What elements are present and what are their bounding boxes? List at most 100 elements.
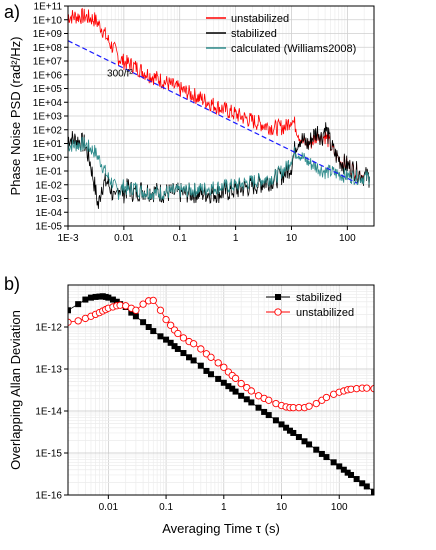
point-unstabilized <box>139 300 147 308</box>
point-stabilized <box>171 343 178 350</box>
x-tick-label-b: 0.01 <box>99 502 119 513</box>
point-stabilized <box>75 301 82 308</box>
legend-label-stabilized: stabilized <box>231 28 277 40</box>
point-unstabilized <box>149 296 157 305</box>
point-stabilized <box>348 471 355 478</box>
point-unstabilized <box>363 384 371 392</box>
y-tick-label-a: 1E-04 <box>35 208 62 219</box>
point-unstabilized <box>305 402 313 410</box>
point-stabilized <box>295 434 302 441</box>
point-unstabilized <box>322 393 331 402</box>
y-tick-label-a: 1E+01 <box>33 139 63 150</box>
panel-label-a: a) <box>4 2 21 22</box>
point-stabilized <box>87 294 94 301</box>
y-tick-label-a: 1E+00 <box>33 153 63 164</box>
point-unstabilized <box>166 321 175 329</box>
point-unstabilized <box>74 317 82 325</box>
legend-label-unstabilized: unstabilized <box>296 307 354 319</box>
point-stabilized <box>109 296 116 303</box>
x-tick-label-a: 100 <box>339 233 356 244</box>
point-stabilized <box>174 345 181 352</box>
y-tick-label-a: 1E+03 <box>33 112 63 123</box>
point-stabilized <box>113 298 120 305</box>
annotation-300-over-f2: 300/f² <box>107 69 133 80</box>
point-stabilized <box>363 483 370 490</box>
point-stabilized <box>197 362 204 369</box>
y-tick-label-a: 1E-02 <box>35 180 62 191</box>
point-stabilized <box>167 339 174 346</box>
y-tick-label-a: 1E-01 <box>35 167 62 178</box>
point-stabilized <box>290 429 297 436</box>
point-unstabilized <box>220 363 228 371</box>
legend-label-unstabilized: unstabilized <box>231 13 289 25</box>
point-stabilized <box>163 336 170 343</box>
point-stabilized <box>318 450 325 457</box>
point-stabilized <box>232 388 239 395</box>
point-unstabilized <box>312 399 320 408</box>
y-tick-label-a: 1E+09 <box>33 29 63 40</box>
y-tick-label-a: 1E-05 <box>35 222 62 233</box>
y-tick-label-b: 1E-13 <box>35 365 62 376</box>
point-stabilized <box>82 296 89 303</box>
point-stabilized <box>229 385 236 392</box>
y-tick-label-b: 1E-16 <box>35 491 62 502</box>
fit-line-300-over-f2 <box>68 40 358 184</box>
y-tick-label-a: 1E+08 <box>33 43 63 54</box>
point-stabilized <box>243 396 250 403</box>
point-stabilized <box>96 293 103 300</box>
point-stabilized <box>248 399 255 406</box>
point-stabilized <box>283 424 290 431</box>
point-stabilized <box>238 392 245 399</box>
point-unstabilized <box>189 340 198 348</box>
x-tick-label-b: 0.1 <box>159 502 173 513</box>
legend-label-calculated: calculated (Williams2008) <box>231 43 356 55</box>
point-stabilized <box>105 294 112 301</box>
y-axis-label-a: Phase Noise PSD (rad²/Hz) <box>8 37 23 196</box>
y-tick-label-b: 1E-15 <box>35 449 62 460</box>
point-stabilized <box>286 427 293 434</box>
point-unstabilized <box>247 387 255 395</box>
y-tick-label-a: 1E+10 <box>33 15 63 26</box>
point-stabilized <box>301 438 308 445</box>
y-tick-label-a: 1E-03 <box>35 194 62 205</box>
panel-label-b: b) <box>4 274 21 294</box>
point-unstabilized <box>156 306 165 314</box>
point-stabilized <box>145 324 152 330</box>
point-stabilized <box>92 293 99 300</box>
point-unstabilized <box>265 396 273 404</box>
point-stabilized <box>140 319 147 326</box>
y-tick-label-a: 1E+02 <box>33 125 63 136</box>
point-unstabilized <box>179 334 188 342</box>
point-stabilized <box>186 354 193 361</box>
point-stabilized <box>344 469 351 476</box>
series-calculated-line <box>68 136 370 201</box>
point-stabilized <box>150 328 157 335</box>
point-stabilized <box>203 367 210 374</box>
point-stabilized <box>313 446 320 453</box>
y-axis-label-b: Overlapping Allan Deviation <box>8 310 23 470</box>
y-tick-label-b: 1E-12 <box>35 323 62 334</box>
legend-marker-stabilized <box>275 294 281 300</box>
x-tick-label-a: 1 <box>233 233 239 244</box>
x-tick-label-a: 10 <box>286 233 298 244</box>
point-stabilized <box>220 379 227 386</box>
point-unstabilized <box>162 315 170 324</box>
y-tick-label-a: 1E+04 <box>33 98 63 109</box>
point-stabilized <box>128 309 135 316</box>
point-stabilized <box>265 412 272 419</box>
point-stabilized <box>157 333 164 340</box>
point-stabilized <box>336 463 343 470</box>
point-stabilized <box>353 476 360 483</box>
y-tick-label-a: 1E+06 <box>33 70 63 81</box>
point-stabilized <box>323 454 330 461</box>
point-unstabilized <box>132 306 140 314</box>
point-stabilized <box>225 383 232 390</box>
point-stabilized <box>132 313 139 320</box>
x-tick-label-b: 10 <box>276 502 288 513</box>
x-tick-label-a: 1E-3 <box>57 233 79 244</box>
point-stabilized <box>215 375 222 382</box>
x-tick-label-a: 0.01 <box>114 233 134 244</box>
legend-marker-unstabilized <box>274 308 282 316</box>
point-unstabilized <box>231 374 240 382</box>
